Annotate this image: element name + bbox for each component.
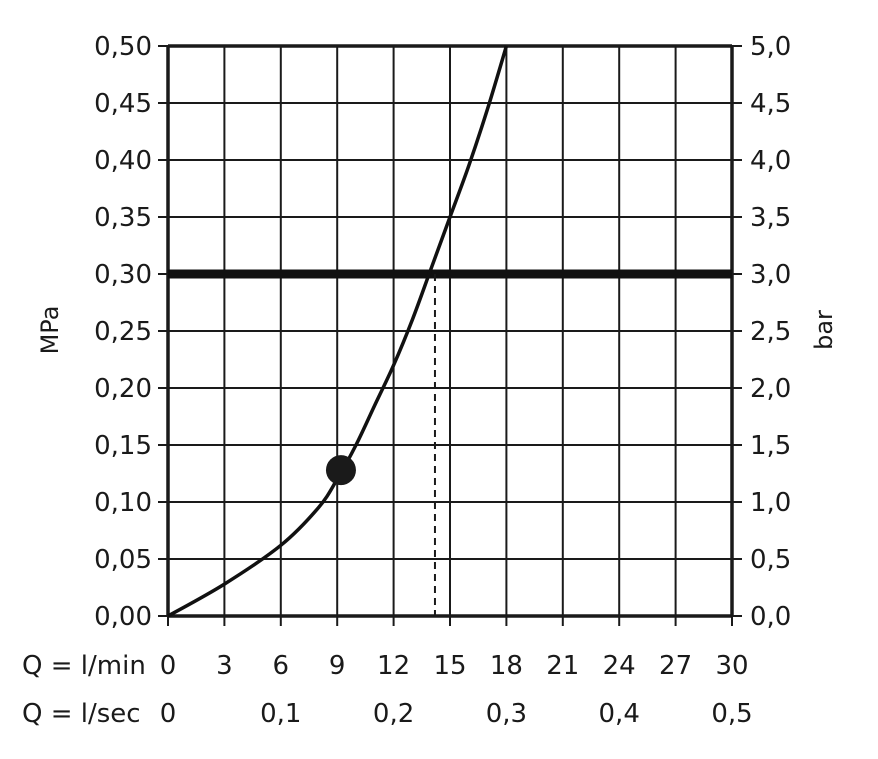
x-tick-label: 27 xyxy=(659,651,692,681)
y-right-tick-label: 5,0 xyxy=(750,32,791,62)
y-right-tick-label: 2,5 xyxy=(750,317,791,347)
series-line xyxy=(167,45,509,618)
x-tick-label: 0,1 xyxy=(260,699,301,729)
y-left-tick-label: 0,40 xyxy=(94,146,152,176)
x-tick-label: 24 xyxy=(603,651,636,681)
y-left-tick-label: 0,20 xyxy=(94,374,152,404)
x-tick-label: 3 xyxy=(216,651,233,681)
y-right-tick-label: 4,0 xyxy=(750,146,791,176)
y-axis-right-label: bar xyxy=(810,310,838,350)
y-left-tick-label: 0,45 xyxy=(94,89,152,119)
y-right-tick-label: 0,5 xyxy=(750,545,791,575)
y-right-tick-label: 4,5 xyxy=(750,89,791,119)
x-row-label: Q = l/sec xyxy=(22,699,141,729)
y-right-tick-label: 3,5 xyxy=(750,203,791,233)
y-left-tick-label: 0,05 xyxy=(94,545,152,575)
axis-ticks xyxy=(158,45,742,626)
y-right-tick-label: 3,0 xyxy=(750,260,791,290)
y-right-tick-label: 1,5 xyxy=(750,431,791,461)
y-right-tick-label: 1,0 xyxy=(750,488,791,518)
x-tick-label: 0,3 xyxy=(486,699,527,729)
y-left-tick-label: 0,35 xyxy=(94,203,152,233)
chart-marks xyxy=(167,45,732,618)
y-left-tick-label: 0,00 xyxy=(94,602,152,632)
y-left-tick-label: 0,30 xyxy=(94,260,152,290)
y-left-tick-label: 0,50 xyxy=(94,32,152,62)
y-left-tick-label: 0,15 xyxy=(94,431,152,461)
y-left-tick-label: 0,10 xyxy=(94,488,152,518)
x-tick-label: 21 xyxy=(546,651,579,681)
x-tick-label: 0 xyxy=(160,699,177,729)
y-axis-left-label: MPa xyxy=(36,306,64,355)
x-row-label: Q = l/min xyxy=(22,651,146,681)
x-tick-label: 15 xyxy=(433,651,466,681)
y-right-tick-label: 2,0 xyxy=(750,374,791,404)
y-left-tick-label: 0,25 xyxy=(94,317,152,347)
x-tick-label: 6 xyxy=(273,651,290,681)
x-tick-label: 0,5 xyxy=(711,699,752,729)
x-tick-label: 18 xyxy=(490,651,523,681)
tick-labels: 0,00 0,00,05 0,50,10 1,00,15 1,50,20 2,00,25 2… xyxy=(22,32,791,729)
x-tick-label: 30 xyxy=(715,651,748,681)
x-tick-label: 0,4 xyxy=(599,699,640,729)
grid xyxy=(166,44,734,618)
x-tick-label: 0,2 xyxy=(373,699,414,729)
marked-point xyxy=(325,455,356,486)
y-right-tick-label: 0,0 xyxy=(750,602,791,632)
x-tick-label: 12 xyxy=(377,651,410,681)
x-tick-label: 9 xyxy=(329,651,346,681)
x-tick-label: 0 xyxy=(160,651,177,681)
